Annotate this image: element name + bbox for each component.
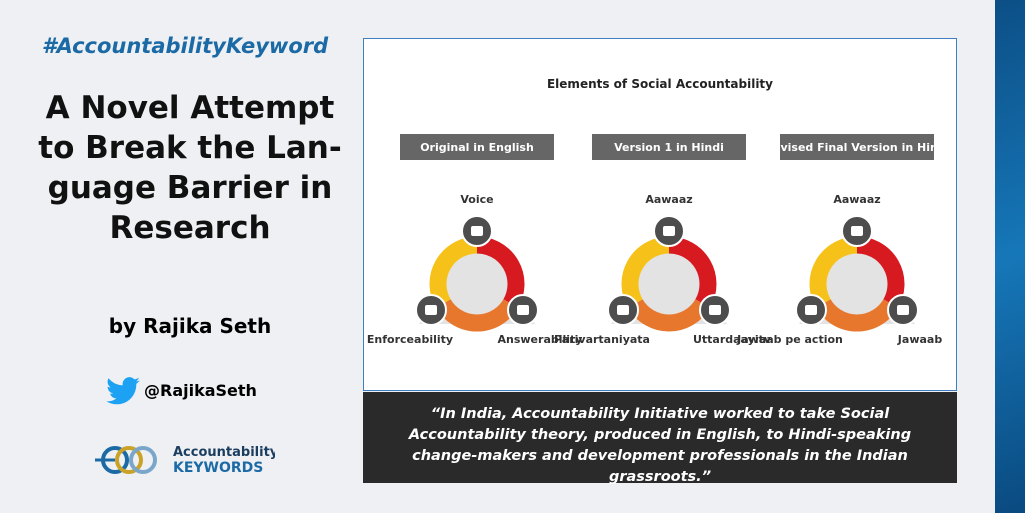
twitter-handle[interactable]: @RajikaSeth (144, 381, 257, 400)
logo-text: Accountability (173, 445, 275, 460)
panel-heading-box (400, 134, 554, 160)
label-right: Uttardaayitv (693, 333, 772, 346)
ring-yellow (621, 236, 670, 308)
ring-yellow (809, 236, 858, 308)
icon (709, 305, 721, 315)
hashtag: #AccountabilityKeyword (41, 34, 329, 58)
title: A Novel Attempt to Break the Lan- guage … (0, 88, 380, 248)
label-right: Jawaab (897, 333, 943, 346)
label-left: Parivartaniyata (554, 333, 650, 346)
icon (897, 305, 909, 315)
panel-heading-box (780, 134, 934, 160)
title-line: A Novel Attempt (45, 90, 335, 126)
label-right: Answerability (498, 333, 583, 346)
ring-yellow (429, 236, 478, 308)
label-top: Aawaaz (645, 193, 692, 206)
twitter-icon[interactable] (106, 377, 140, 405)
ring-orange (815, 298, 899, 332)
label-top: Voice (460, 193, 493, 206)
title-line: guage Barrier in (47, 170, 333, 206)
figure-title: Elements of Social Accountability (547, 77, 773, 91)
icon (617, 305, 629, 315)
logo-text: KEYWORDS (173, 460, 263, 476)
ring-red (668, 236, 717, 308)
label-left: Jawaab pe action (736, 333, 843, 346)
label-left: Enforceability (367, 333, 453, 346)
side-strip (995, 0, 1025, 513)
panel-heading: Revised Final Version in Hindi (765, 141, 950, 154)
icon (517, 305, 529, 315)
icon (663, 226, 675, 236)
title-line: Research (109, 210, 271, 246)
panel-heading: Original in English (420, 141, 534, 154)
icon (425, 305, 437, 315)
icon (851, 226, 863, 236)
panel-heading-box (592, 134, 746, 160)
figure: Elements of Social Accountability Origin… (363, 38, 957, 391)
ring-orange (627, 298, 711, 332)
icon (471, 226, 483, 236)
label-top: Aawaaz (833, 193, 880, 206)
ring-red (476, 236, 525, 308)
ring-red (856, 236, 905, 308)
quote: “In India, Accountability Initiative wor… (363, 392, 957, 485)
icon (805, 305, 817, 315)
logo: Accountability KEYWORDS (95, 445, 275, 476)
title-line: to Break the Lan- (38, 130, 342, 166)
author: by Rajika Seth (108, 314, 272, 338)
panel-heading: Version 1 in Hindi (614, 141, 724, 154)
ring-orange (435, 298, 519, 332)
